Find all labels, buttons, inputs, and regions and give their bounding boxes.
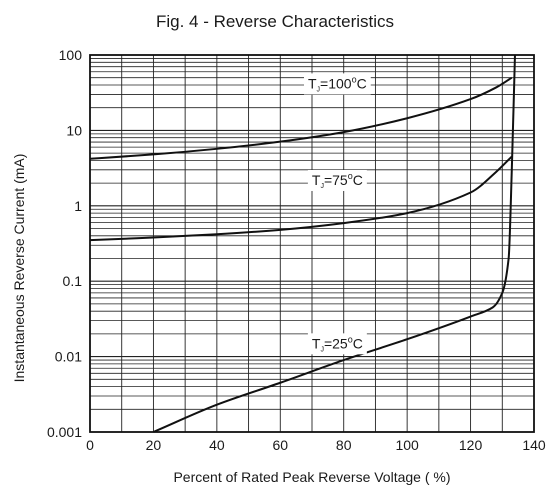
curve-labels: TJ=100oC TJ=75oC TJ=25oC [303, 73, 371, 355]
x-tick-label: 0 [86, 437, 94, 453]
curve-label-2: TJ=75oC [307, 169, 367, 191]
series [89, 54, 516, 433]
y-tick-label: 0.01 [55, 349, 82, 365]
grid [90, 55, 534, 432]
x-tick-label: 100 [395, 437, 419, 453]
series-line-1 [89, 76, 513, 160]
curve-label-background [303, 73, 371, 95]
plot-frame [89, 54, 535, 433]
x-axis-label: Percent of Rated Peak Reverse Voltage ( … [173, 469, 450, 485]
x-tick-label: 60 [272, 437, 288, 453]
y-tick-label: 0.1 [63, 273, 83, 289]
curve-label-background [307, 333, 367, 355]
curve-label-text: TJ=100oC [308, 74, 367, 93]
y-tick-label: 0.001 [47, 424, 82, 440]
y-tick-label: 10 [66, 122, 82, 138]
y-tick-label: 100 [59, 47, 83, 63]
curve-label-3: TJ=25oC [307, 333, 367, 355]
curve-label-text: TJ=75oC [312, 171, 363, 190]
x-tick-label: 140 [522, 437, 546, 453]
tick-labels: 0 20 40 60 80 100 120 140 0.001 0.01 0.1 1 10 100 [47, 47, 546, 453]
chart-title: Fig. 4 - Reverse Characteristics [156, 12, 394, 31]
axes [89, 54, 535, 433]
y-axis-label: Instantaneous Reverse Current (mA) [11, 154, 27, 383]
curve-label-background [307, 169, 367, 191]
series-line-2 [89, 155, 513, 242]
series-line-3 [153, 54, 516, 433]
x-tick-label: 20 [146, 437, 162, 453]
x-tick-label: 40 [209, 437, 225, 453]
curve-label-text: TJ=25oC [312, 334, 363, 353]
y-tick-label: 1 [74, 198, 82, 214]
x-tick-label: 80 [336, 437, 352, 453]
x-tick-label: 120 [459, 437, 483, 453]
curve-label-1: TJ=100oC [303, 73, 371, 95]
